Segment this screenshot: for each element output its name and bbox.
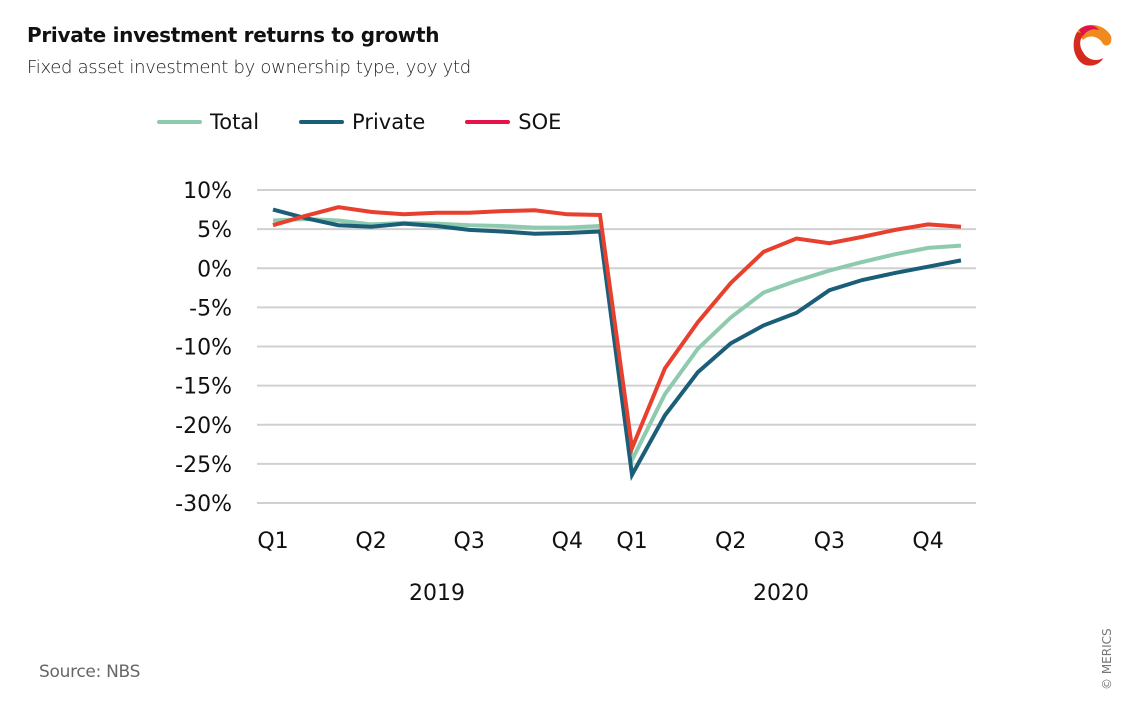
series-line-soe	[272, 205, 962, 456]
merics-logo-icon	[1063, 18, 1115, 70]
series-line-private	[272, 207, 962, 482]
legend-label-private: Private	[352, 110, 426, 134]
y-tick-label: 5%	[197, 218, 232, 243]
y-tick-label: -10%	[175, 336, 232, 361]
y-tick-label: -30%	[175, 492, 232, 517]
x-tick-label: Q4	[552, 529, 583, 554]
legend-swatch-soe	[465, 120, 511, 124]
copyright-note: © MERICS	[1100, 628, 1114, 690]
chart-subtitle: Fixed asset investment by ownership type…	[27, 57, 471, 78]
y-tick-label: -15%	[175, 375, 232, 400]
chart-legend: Total Private SOE	[157, 110, 601, 134]
x-tick-label: Q2	[715, 529, 746, 554]
year-label: 2020	[753, 581, 809, 606]
legend-swatch-total	[157, 120, 202, 124]
legend-swatch-private	[299, 120, 345, 124]
x-tick-label: Q1	[616, 529, 647, 554]
source-note: Source: NBS	[39, 662, 141, 682]
legend-label-soe: SOE	[518, 110, 562, 134]
legend-item-private: Private	[299, 110, 425, 134]
y-tick-label: 10%	[183, 179, 232, 204]
chart-title: Private investment returns to growth	[27, 23, 440, 47]
legend-item-soe: SOE	[465, 110, 561, 134]
y-tick-label: -5%	[189, 296, 232, 321]
legend-item-total: Total	[157, 110, 259, 134]
x-tick-label: Q4	[912, 529, 943, 554]
y-tick-label: -20%	[175, 414, 232, 439]
x-tick-label: Q3	[454, 529, 485, 554]
year-label: 2019	[409, 581, 465, 606]
legend-label-total: Total	[210, 110, 260, 134]
x-tick-label: Q2	[355, 529, 386, 554]
y-tick-label: -25%	[175, 453, 232, 478]
y-tick-label: 0%	[197, 257, 232, 282]
x-tick-label: Q3	[814, 529, 845, 554]
x-tick-label: Q1	[257, 529, 288, 554]
